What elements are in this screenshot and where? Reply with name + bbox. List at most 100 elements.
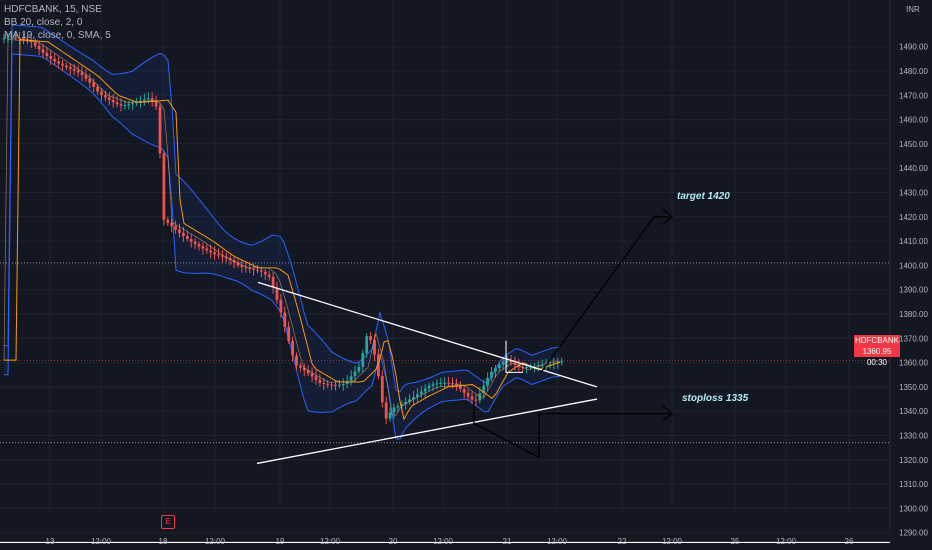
candle-body	[80, 72, 84, 76]
badge-symbol: HDFCBANK	[854, 336, 899, 345]
candle-body	[22, 38, 25, 40]
time-axis[interactable]: 13 12:00 18 12:00 19 12:00 20 12:00 21 12:00 22 12:…	[46, 537, 854, 546]
candle-body	[143, 99, 146, 101]
x-tick-label: 12:00	[433, 537, 454, 546]
candle-body	[150, 98, 154, 101]
candle-body	[33, 42, 37, 46]
candle-body	[533, 366, 536, 368]
candle-body	[505, 360, 509, 362]
candle-body	[135, 101, 138, 104]
candle-body	[256, 269, 259, 271]
candle-body	[26, 39, 29, 41]
candle-body	[388, 412, 392, 419]
candle-body	[470, 396, 474, 400]
badge-price: 1360.95	[862, 347, 892, 356]
candle-body	[166, 219, 170, 223]
x-tick-label: 22	[618, 537, 627, 546]
candle-body	[236, 262, 240, 266]
candle-body	[10, 37, 14, 39]
candle-body	[275, 287, 279, 300]
candle-body	[540, 365, 544, 367]
y-tick-label: 1340.00	[899, 407, 928, 416]
candle-body	[423, 388, 427, 392]
y-tick-label: 1310.00	[899, 480, 928, 489]
y-tick-label: 1430.00	[899, 189, 928, 198]
x-tick-label: 12:00	[91, 537, 112, 546]
upper-triangle-line	[257, 281, 598, 388]
candle-body	[494, 368, 497, 372]
candle-body	[100, 91, 103, 96]
candle-body	[525, 367, 528, 369]
candle-body	[217, 254, 220, 256]
x-tick-label: 26	[845, 537, 854, 546]
y-tick-label: 1400.00	[899, 261, 928, 270]
indicator-legend: HDFCBANK, 15, NSE BB 20, close, 2, 0 MA …	[4, 3, 111, 42]
price-axis[interactable]: 1490.00 1480.00 1470.00 1460.00 1450.00 1440.…	[899, 43, 928, 538]
candle-body	[412, 396, 415, 400]
candle-body	[416, 394, 419, 397]
x-tick-label: 20	[389, 537, 398, 546]
candle-body	[182, 232, 185, 237]
candle-body	[427, 385, 431, 389]
candle-body	[49, 56, 53, 59]
candle-body	[45, 52, 49, 57]
candle-body	[107, 97, 111, 100]
candle-body	[326, 383, 330, 385]
candle-body	[334, 384, 337, 386]
bb-indicator-label[interactable]: BB 20, close, 2, 0	[4, 17, 83, 28]
y-tick-label: 1470.00	[899, 91, 928, 100]
candle-body	[509, 360, 513, 363]
candle-body	[373, 340, 376, 355]
candle-body	[501, 361, 505, 365]
candle-body	[357, 366, 361, 372]
candle-body	[287, 326, 291, 342]
candle-body	[267, 274, 271, 278]
candle-body	[560, 360, 564, 363]
candle-body	[314, 376, 318, 380]
candle-body	[341, 383, 345, 385]
candle-body	[322, 382, 326, 384]
candle-body	[400, 404, 404, 406]
candle-body	[486, 377, 489, 386]
y-tick-label: 1450.00	[899, 140, 928, 149]
candle-body	[462, 389, 466, 393]
ma-indicator-label[interactable]: MA 19, close, 0, SMA, 5	[4, 30, 111, 41]
candle-body	[6, 37, 10, 39]
ma-fast-line	[3, 39, 561, 416]
candle-body	[474, 399, 478, 401]
y-tick-label: 1350.00	[899, 383, 928, 392]
candle-body	[244, 266, 248, 268]
candle-body	[240, 265, 244, 267]
current-price-badge: HDFCBANK 1360.95 00:30	[854, 335, 900, 367]
candle-body	[279, 299, 283, 313]
small-marker	[505, 340, 523, 373]
earnings-flag-icon[interactable]: E	[161, 515, 175, 529]
candle-body	[213, 252, 216, 255]
candle-body	[455, 383, 458, 386]
candle-body	[431, 384, 435, 386]
candle-body	[127, 104, 131, 106]
trendline-drawings	[256, 209, 674, 465]
candle-body	[380, 376, 384, 403]
candle-body	[115, 102, 119, 105]
stoploss-arrow	[473, 401, 670, 459]
candle-body	[295, 355, 298, 366]
candle-body	[458, 385, 462, 390]
candle-body	[435, 383, 439, 385]
y-tick-label: 1420.00	[899, 213, 928, 222]
candle-body	[174, 226, 177, 230]
candle-body	[529, 366, 532, 368]
stoploss-arrowhead	[662, 405, 674, 422]
candle-body	[119, 104, 123, 106]
candle-body	[61, 63, 64, 66]
symbol-title[interactable]: HDFCBANK, 15, NSE	[4, 4, 102, 15]
candle-body	[221, 255, 224, 257]
candle-body	[88, 78, 92, 83]
candle-body	[447, 382, 450, 384]
candle-body	[349, 376, 353, 381]
candle-body	[392, 407, 396, 413]
target-arrowhead	[662, 209, 674, 225]
candle-body	[408, 399, 411, 402]
candle-body	[178, 229, 181, 233]
